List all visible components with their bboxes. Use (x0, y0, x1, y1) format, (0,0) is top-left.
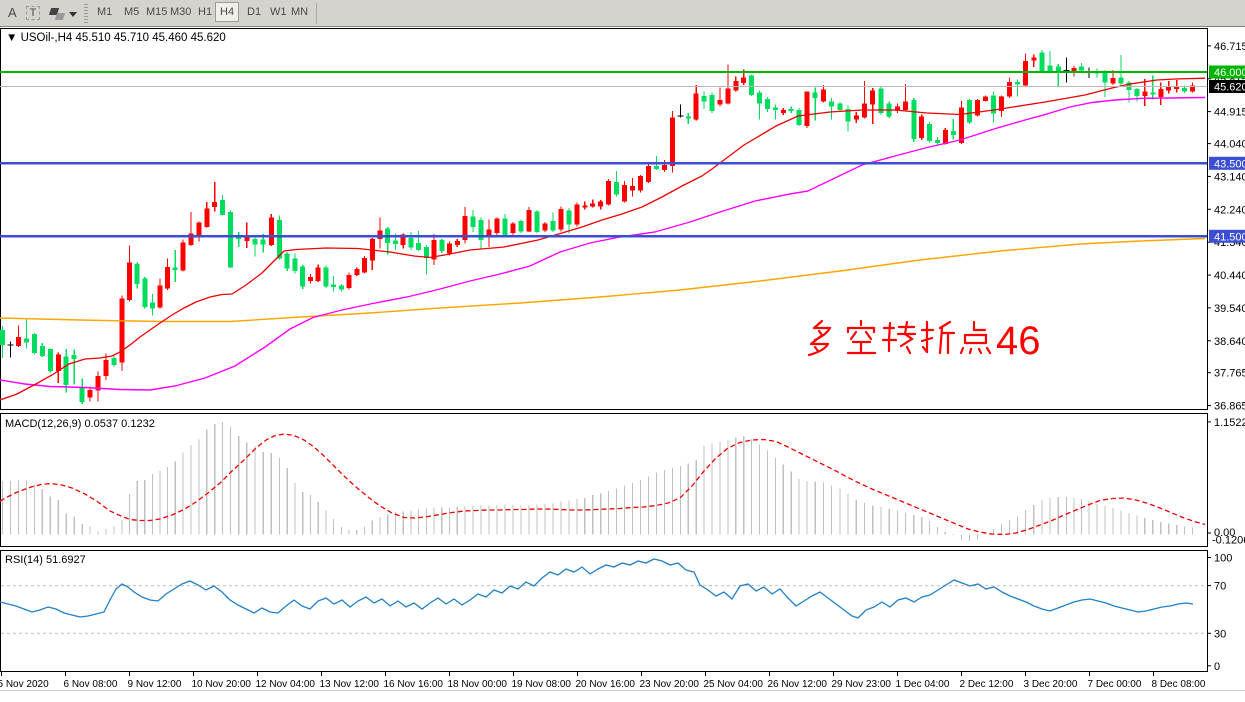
svg-text:1 Dec 04:00: 1 Dec 04:00 (896, 679, 950, 690)
svg-text:20 Nov 16:00: 20 Nov 16:00 (576, 679, 636, 690)
svg-text:13 Nov 12:00: 13 Nov 12:00 (320, 679, 380, 690)
svg-text:44.915: 44.915 (1214, 107, 1245, 119)
svg-text:5 Nov 2020: 5 Nov 2020 (0, 679, 49, 690)
svg-text:45.620: 45.620 (1214, 82, 1245, 94)
svg-text:30: 30 (1214, 628, 1226, 640)
svg-text:40.440: 40.440 (1214, 270, 1245, 282)
svg-text:37.765: 37.765 (1214, 368, 1245, 380)
svg-text:26 Nov 12:00: 26 Nov 12:00 (768, 679, 828, 690)
svg-text:0.00: 0.00 (1214, 527, 1235, 539)
svg-text:▼ USOil-,H4 45.510 45.710 45.: ▼ USOil-,H4 45.510 45.710 45.460 45.620 (6, 32, 226, 44)
svg-text:8 Dec 08:00: 8 Dec 08:00 (1152, 679, 1206, 690)
svg-text:100: 100 (1214, 553, 1232, 565)
svg-text:12 Nov 04:00: 12 Nov 04:00 (256, 679, 316, 690)
svg-text:23 Nov 20:00: 23 Nov 20:00 (640, 679, 700, 690)
svg-text:3 Dec 20:00: 3 Dec 20:00 (1024, 679, 1078, 690)
svg-text:RSI(14) 51.6927: RSI(14) 51.6927 (5, 554, 86, 566)
svg-text:29 Nov 23:00: 29 Nov 23:00 (832, 679, 892, 690)
svg-text:36.865: 36.865 (1214, 401, 1245, 413)
svg-text:MACD(12,26,9) 0.0537 0.1232: MACD(12,26,9) 0.0537 0.1232 (5, 418, 155, 430)
svg-text:41.500: 41.500 (1214, 231, 1245, 243)
svg-text:7 Dec 00:00: 7 Dec 00:00 (1088, 679, 1142, 690)
svg-text:70: 70 (1214, 581, 1226, 593)
svg-text:46.000: 46.000 (1214, 67, 1245, 79)
svg-text:18 Nov 00:00: 18 Nov 00:00 (448, 679, 508, 690)
svg-text:9 Nov 12:00: 9 Nov 12:00 (128, 679, 182, 690)
svg-text:25 Nov 04:00: 25 Nov 04:00 (704, 679, 764, 690)
svg-text:39.540: 39.540 (1214, 303, 1245, 315)
svg-text:2 Dec 12:00: 2 Dec 12:00 (960, 679, 1014, 690)
svg-text:43.140: 43.140 (1214, 171, 1245, 183)
svg-text:19 Nov 08:00: 19 Nov 08:00 (512, 679, 572, 690)
svg-text:10 Nov 20:00: 10 Nov 20:00 (192, 679, 252, 690)
svg-text:42.240: 42.240 (1214, 204, 1245, 216)
svg-text:46.715: 46.715 (1214, 41, 1245, 53)
svg-text:1.1522: 1.1522 (1214, 417, 1245, 429)
svg-text:-0.1206: -0.1206 (1212, 535, 1245, 547)
svg-text:38.640: 38.640 (1214, 336, 1245, 348)
svg-text:16 Nov 16:00: 16 Nov 16:00 (384, 679, 444, 690)
svg-text:43.500: 43.500 (1214, 158, 1245, 170)
svg-text:6 Nov 08:00: 6 Nov 08:00 (64, 679, 118, 690)
svg-text:0: 0 (1214, 661, 1220, 673)
svg-text:44.040: 44.040 (1214, 139, 1245, 151)
svg-text:46: 46 (996, 319, 1041, 363)
